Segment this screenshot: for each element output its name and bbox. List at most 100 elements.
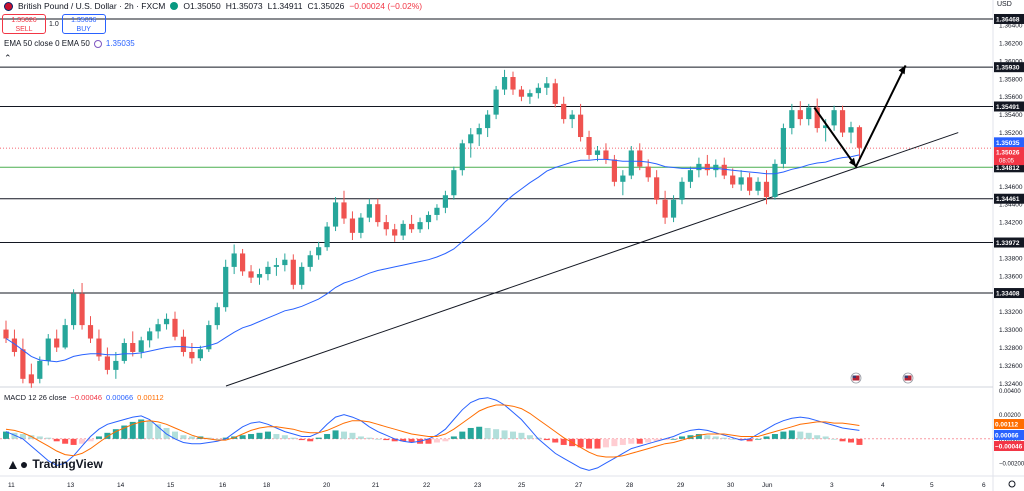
ema-value: 1.35035: [105, 39, 135, 48]
candle-body: [510, 77, 516, 90]
candle-body: [789, 110, 795, 129]
macd-value-label-box: [994, 441, 1024, 451]
candle-body: [37, 360, 43, 379]
macd-histogram-bar: [814, 435, 821, 439]
time-tick-label: 27: [575, 482, 583, 489]
macd-histogram-bar: [577, 438, 584, 448]
candle-body: [797, 110, 803, 120]
candle-body: [417, 222, 423, 230]
candle-body: [265, 266, 271, 275]
macd-histogram-bar: [425, 438, 432, 444]
time-tick-label: 11: [8, 482, 15, 489]
macd-histogram-bar: [298, 438, 305, 441]
buy-button[interactable]: 1.35036 BUY: [61, 14, 106, 34]
price-tick-label: 1.32400: [999, 381, 1023, 388]
time-tick-label: 22: [423, 482, 431, 489]
macd-histogram-bar: [594, 438, 601, 449]
time-tick-label: 25: [518, 482, 526, 489]
candle-body: [366, 204, 372, 218]
price-tick-label: 1.32800: [999, 345, 1023, 352]
price-tick-label: 1.35600: [999, 94, 1023, 101]
chevron-up-icon[interactable]: ⌃: [4, 53, 12, 63]
macd-histogram-bar: [518, 432, 525, 439]
price-tick-label: 1.32600: [999, 363, 1023, 370]
time-tick-label: 16: [219, 482, 227, 489]
candle-body: [704, 163, 710, 171]
ohlc-low: L1.34911: [267, 1, 303, 11]
macd-legend[interactable]: MACD 12 26 close −0.00046 0.00066 0.0011…: [4, 393, 164, 402]
macd-line-value: 0.00066: [106, 393, 134, 402]
candle-body: [654, 177, 660, 200]
macd-histogram-bar: [3, 431, 9, 439]
time-tick-label: 29: [677, 482, 685, 489]
market-status-icon: [170, 2, 179, 10]
macd-histogram-bar: [281, 435, 288, 439]
candle-body: [87, 325, 94, 339]
ema-legend[interactable]: EMA 50 close 0 EMA 50 1.35035: [4, 39, 135, 48]
buy-label: BUY: [76, 26, 91, 33]
macd-histogram-bar: [510, 431, 516, 439]
level-label-box: [994, 62, 1024, 73]
candle-body: [747, 177, 753, 191]
projection-arrow-head: [898, 65, 906, 75]
candle-body: [163, 318, 170, 325]
level-label-box: [994, 101, 1024, 112]
candle-body: [662, 199, 668, 218]
tradingview-logo[interactable]: ▲● TradingView: [6, 456, 103, 472]
candle-body: [197, 349, 203, 359]
macd-histogram-bar: [273, 434, 280, 439]
time-tick-label: 18: [263, 482, 271, 489]
time-tick-label: 23: [474, 482, 482, 489]
time-tick-label: 13: [67, 482, 75, 489]
candle-body: [375, 204, 381, 223]
candle-body: [206, 325, 212, 350]
macd-histogram-bar: [138, 419, 145, 439]
macd-histogram-bar: [264, 431, 271, 439]
macd-histogram-bar: [831, 438, 838, 440]
sell-label: SELL: [15, 26, 33, 33]
macd-histogram-bar: [543, 438, 550, 441]
sell-button[interactable]: 1.35026 SELL: [2, 14, 46, 34]
candle-body: [3, 329, 9, 339]
macd-histogram-bar: [738, 438, 745, 441]
macd-histogram-bar: [366, 437, 373, 439]
macd-histogram-bar: [450, 436, 457, 439]
level-label: 1.34461: [996, 196, 1020, 203]
candle-body: [848, 127, 854, 133]
candle-body: [780, 128, 786, 164]
time-tick-label: 5: [930, 482, 934, 489]
candle-body: [223, 266, 229, 308]
candle-body: [400, 223, 406, 236]
candle-body: [856, 127, 863, 148]
macd-histogram-bar: [248, 434, 255, 439]
macd-histogram-bar: [755, 438, 762, 440]
tradingview-wordmark: TradingView: [32, 457, 103, 471]
macd-histogram-bar: [805, 432, 812, 439]
candle-body: [823, 125, 829, 129]
macd-tick-label: 0.00000: [999, 437, 1021, 443]
candle-body: [155, 324, 161, 332]
time-tick-label: 4: [881, 482, 885, 489]
macd-histogram-bar: [95, 436, 102, 439]
candle-body: [839, 110, 846, 133]
candle-body: [552, 83, 558, 104]
macd-hist-value: −0.00046: [70, 393, 103, 402]
candle-body: [273, 265, 279, 267]
macd-histogram-bar: [36, 436, 43, 439]
candle-body: [738, 177, 744, 185]
level-label-box: [994, 13, 1024, 24]
macd-histogram-bar: [670, 438, 677, 440]
candle-body: [332, 202, 339, 227]
candle-body: [772, 163, 778, 198]
macd-histogram-bar: [172, 431, 178, 439]
candle-body: [62, 325, 68, 348]
price-tick-label: 1.36200: [999, 40, 1023, 47]
time-tick-label: 3: [830, 482, 834, 489]
macd-histogram-bar: [129, 421, 136, 439]
symbol-title[interactable]: British Pound / U.S. Dollar · 2h · FXCM: [18, 1, 166, 11]
candle-body: [603, 150, 609, 160]
candle-body: [79, 293, 85, 326]
candle-body: [696, 163, 702, 171]
candle-body: [240, 253, 246, 272]
